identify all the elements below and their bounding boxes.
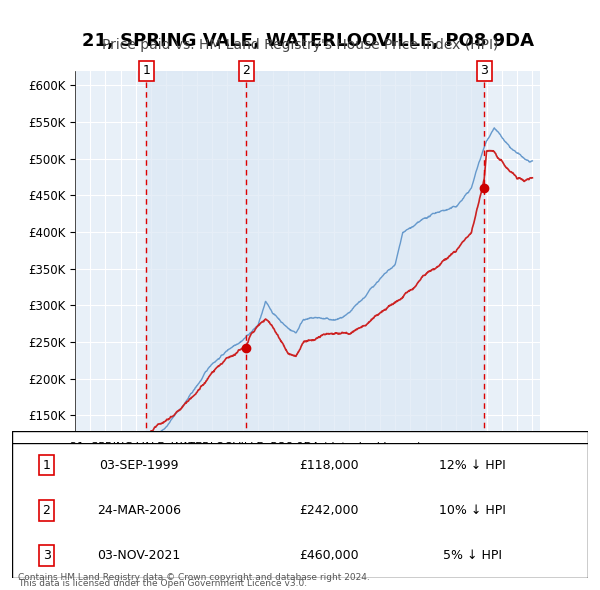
Text: 5% ↓ HPI: 5% ↓ HPI (443, 549, 502, 562)
Text: 21, SPRING VALE, WATERLOOVILLE, PO8 9DA (detached house): 21, SPRING VALE, WATERLOOVILLE, PO8 9DA … (70, 441, 421, 451)
Text: 1: 1 (43, 458, 50, 471)
Text: HPI: Average price, detached house, Havant: HPI: Average price, detached house, Hava… (70, 466, 316, 476)
FancyBboxPatch shape (12, 431, 588, 487)
Text: 3: 3 (480, 64, 488, 77)
Text: 2: 2 (242, 64, 250, 77)
Text: £242,000: £242,000 (299, 504, 359, 517)
Text: Contains HM Land Registry data © Crown copyright and database right 2024.: Contains HM Land Registry data © Crown c… (18, 573, 370, 582)
Bar (246, 71, 484, 525)
Text: 10% ↓ HPI: 10% ↓ HPI (439, 504, 506, 517)
Text: 2: 2 (43, 504, 50, 517)
Text: Price paid vs. HM Land Registry's House Price Index (HPI): Price paid vs. HM Land Registry's House … (102, 38, 498, 53)
Text: 3: 3 (43, 549, 50, 562)
Text: 1: 1 (142, 64, 150, 77)
Bar (146, 71, 246, 525)
Text: 24-MAR-2006: 24-MAR-2006 (97, 504, 181, 517)
Title: 21, SPRING VALE, WATERLOOVILLE, PO8 9DA: 21, SPRING VALE, WATERLOOVILLE, PO8 9DA (82, 32, 533, 50)
FancyBboxPatch shape (12, 442, 588, 578)
Text: 03-SEP-1999: 03-SEP-1999 (99, 458, 178, 471)
Text: 03-NOV-2021: 03-NOV-2021 (97, 549, 181, 562)
Text: £460,000: £460,000 (299, 549, 359, 562)
Text: 12% ↓ HPI: 12% ↓ HPI (439, 458, 506, 471)
Text: £118,000: £118,000 (299, 458, 359, 471)
Text: This data is licensed under the Open Government Licence v3.0.: This data is licensed under the Open Gov… (18, 579, 307, 588)
